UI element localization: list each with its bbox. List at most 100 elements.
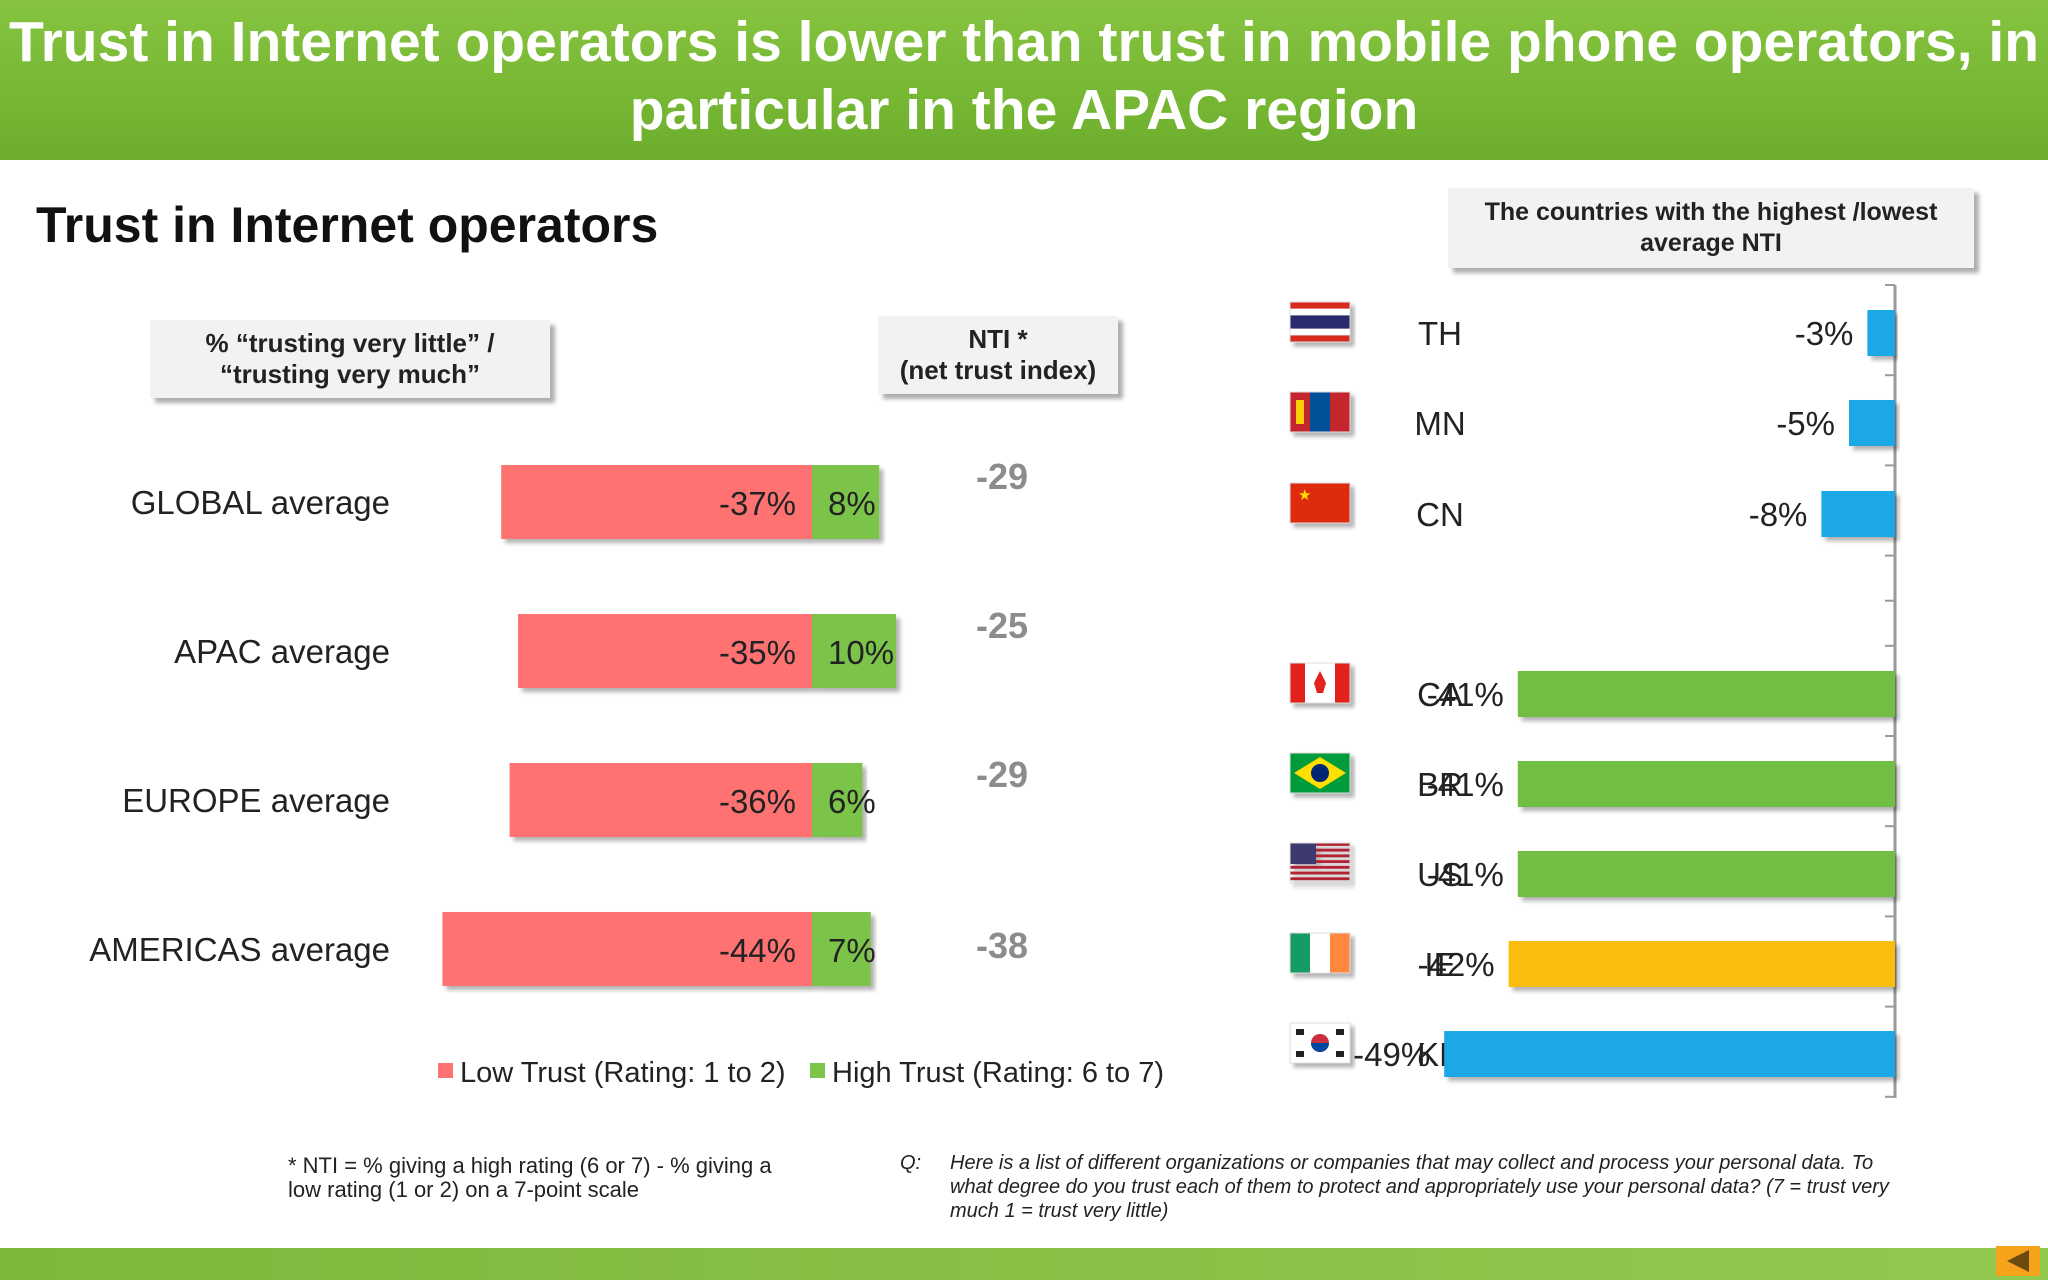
flag-stripe bbox=[1290, 315, 1350, 329]
americas-average-nti-value: -38 bbox=[976, 925, 1028, 966]
flag-border bbox=[1289, 1022, 1351, 1064]
country-value-us: -41% bbox=[1427, 856, 1504, 893]
nti-footnote-line-1: * NTI = % giving a high rating (6 or 7) … bbox=[288, 1153, 772, 1178]
flag-border bbox=[1289, 301, 1351, 343]
americas-average-high-trust-label: 7% bbox=[828, 932, 876, 969]
country-bar-mn bbox=[1849, 400, 1895, 446]
flag-stripe bbox=[1290, 848, 1350, 852]
title-banner: Trust in Internet operators is lower tha… bbox=[0, 0, 2048, 160]
apac-average-label: APAC average bbox=[174, 633, 390, 670]
flag-trigram bbox=[1336, 1029, 1344, 1035]
flag-stripe bbox=[1290, 854, 1350, 858]
question-label: Q: bbox=[900, 1152, 922, 1174]
country-label-th: TH bbox=[1418, 315, 1462, 352]
flag-border bbox=[1289, 662, 1351, 704]
flag-field bbox=[1290, 483, 1350, 523]
flag-stripe bbox=[1290, 933, 1310, 973]
country-bar-ca bbox=[1517, 671, 1895, 717]
country-label-us: US bbox=[1417, 856, 1463, 893]
flag-stripe bbox=[1290, 308, 1350, 316]
flag-taeguk-bottom bbox=[1311, 1043, 1329, 1052]
countries-callout: The countries with the highest /lowest a… bbox=[1448, 188, 1974, 268]
country-bar-th bbox=[1867, 310, 1895, 356]
nti-callout-line-2: (net trust index) bbox=[899, 355, 1097, 385]
nti-definition-footnote: * NTI = % giving a high rating (6 or 7) … bbox=[288, 1154, 848, 1202]
flag-leaf bbox=[1314, 671, 1326, 693]
americas-average-low-trust-bar bbox=[442, 912, 812, 986]
legend-low-trust-label: Low Trust (Rating: 1 to 2) bbox=[460, 1057, 786, 1089]
flag-border bbox=[1289, 932, 1351, 974]
flag-stripe bbox=[1290, 328, 1350, 336]
global-average-low-trust-bar bbox=[501, 465, 812, 539]
nti-callout-line-1: NTI * bbox=[968, 324, 1028, 354]
country-label-ie: IE bbox=[1424, 946, 1455, 983]
nti-footnote-line-2: low rating (1 or 2) on a 7-point scale bbox=[288, 1177, 639, 1202]
flag-stripe bbox=[1290, 663, 1305, 703]
americas-average-label: AMERICAS average bbox=[89, 931, 390, 968]
global-average-high-trust-label: 8% bbox=[828, 485, 876, 522]
south-korea-flag-icon bbox=[1289, 1022, 1351, 1064]
flag-trigram bbox=[1336, 1051, 1344, 1057]
regional-trust-chart: GLOBAL average -37% 8% -29 APAC average -35% 1… bbox=[89, 456, 1164, 1089]
question-line-2: what degree do you trust each of them to… bbox=[950, 1176, 1889, 1198]
usa-flag-icon bbox=[1289, 842, 1351, 884]
flag-border bbox=[1289, 391, 1351, 433]
flag-border bbox=[1289, 482, 1351, 524]
flag-stripe bbox=[1290, 865, 1350, 869]
percent-trust-callout: % “trusting very little” / “trusting ver… bbox=[150, 320, 550, 398]
percent-callout-line-2: “trusting very much” bbox=[219, 359, 481, 389]
regional-legend: Low Trust (Rating: 1 to 2) High Trust (Ra… bbox=[438, 1057, 1164, 1089]
country-label-mn: MN bbox=[1414, 405, 1465, 442]
legend-low-trust-swatch bbox=[438, 1063, 453, 1078]
footer-bar bbox=[0, 1248, 2048, 1280]
flag-stripe bbox=[1290, 860, 1350, 864]
flag-trigram bbox=[1296, 1051, 1304, 1057]
legend-high-trust-label: High Trust (Rating: 6 to 7) bbox=[832, 1057, 1164, 1089]
country-label-ca: CA bbox=[1417, 676, 1463, 713]
country-bar-us bbox=[1517, 851, 1895, 897]
mongolia-flag-icon bbox=[1289, 391, 1351, 433]
flag-trigram bbox=[1296, 1029, 1304, 1035]
apac-average-low-trust-bar bbox=[518, 614, 812, 688]
global-average-nti-value: -29 bbox=[976, 456, 1028, 497]
europe-average-high-trust-bar bbox=[812, 763, 863, 837]
country-bar-ie bbox=[1508, 941, 1895, 987]
flag-stripe bbox=[1310, 392, 1330, 432]
country-value-cn: -8% bbox=[1749, 496, 1808, 533]
country-label-cn: CN bbox=[1416, 496, 1464, 533]
slide-title: Trust in Internet operators is lower tha… bbox=[8, 10, 2040, 142]
country-bar-cn bbox=[1821, 491, 1895, 537]
global-average-label: GLOBAL average bbox=[131, 484, 390, 521]
canada-flag-icon bbox=[1289, 662, 1351, 704]
americas-average-low-trust-label: -44% bbox=[719, 932, 796, 969]
europe-average-nti-value: -29 bbox=[976, 754, 1028, 795]
apac-average-low-trust-label: -35% bbox=[719, 634, 796, 671]
europe-average-low-trust-label: -36% bbox=[719, 783, 796, 820]
question-line-1: Here is a list of different organization… bbox=[950, 1152, 1874, 1174]
flag-emblem bbox=[1296, 400, 1304, 424]
country-value-kr: -49% bbox=[1353, 1036, 1430, 1073]
country-value-ie: -42% bbox=[1418, 946, 1495, 983]
country-label-br: BR bbox=[1417, 766, 1463, 803]
previous-slide-button[interactable] bbox=[1996, 1246, 2040, 1276]
global-average-low-trust-label: -37% bbox=[719, 485, 796, 522]
apac-average-high-trust-label: 10% bbox=[828, 634, 894, 671]
apac-average-nti-value: -25 bbox=[976, 605, 1028, 646]
europe-average-low-trust-bar bbox=[509, 763, 812, 837]
country-value-th: -3% bbox=[1795, 315, 1854, 352]
country-bar-br bbox=[1517, 761, 1895, 807]
section-title: Trust in Internet operators bbox=[36, 197, 659, 253]
nti-callout: NTI * (net trust index) bbox=[878, 316, 1118, 394]
percent-callout-line-1: % “trusting very little” / bbox=[205, 328, 495, 358]
country-value-mn: -5% bbox=[1776, 405, 1835, 442]
china-flag-icon: ★ bbox=[1289, 482, 1351, 524]
country-value-br: -41% bbox=[1427, 766, 1504, 803]
question-footnote: Here is a list of different organization… bbox=[950, 1151, 2010, 1223]
question-line-3: much 1 = trust very little) bbox=[950, 1200, 1169, 1222]
flag-stripe bbox=[1335, 663, 1350, 703]
americas-average-high-trust-bar bbox=[812, 912, 871, 986]
global-average-high-trust-bar bbox=[812, 465, 880, 539]
flag-stripe bbox=[1290, 335, 1350, 342]
flag-canton bbox=[1290, 843, 1316, 864]
